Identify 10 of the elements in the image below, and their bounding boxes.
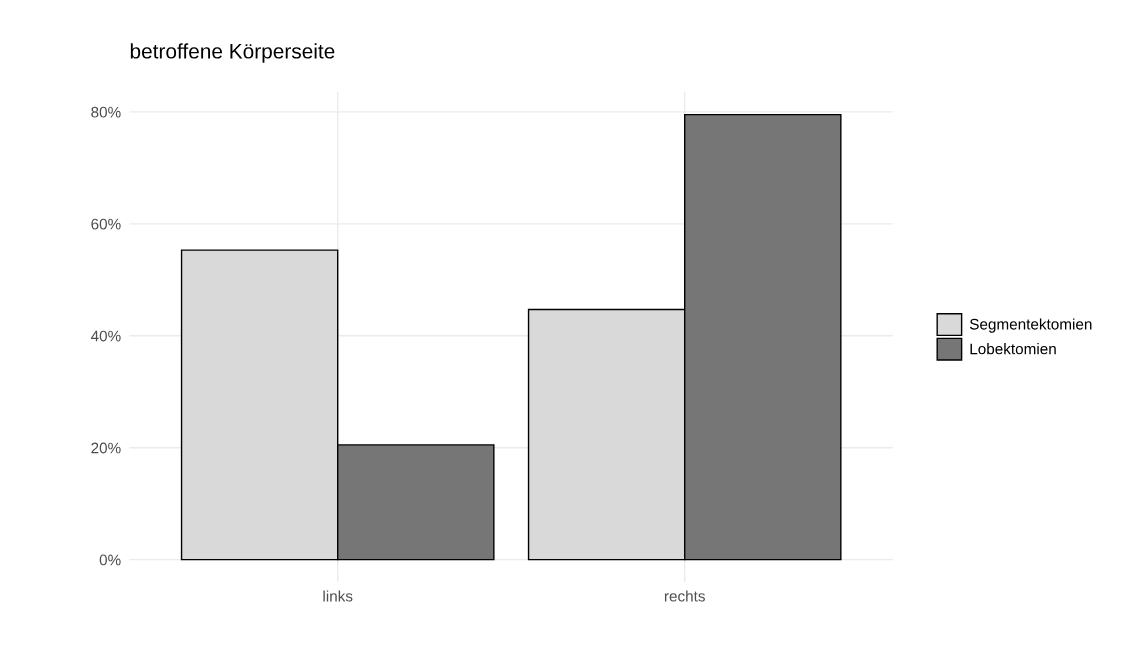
legend-label: Segmentektomien	[969, 318, 1092, 333]
legend-label: Lobektomien	[970, 343, 1056, 355]
x-tick-label: links	[323, 590, 353, 602]
y-tick-label: 40%	[90, 330, 121, 342]
x-tick-label: rechts	[664, 590, 705, 602]
y-tick-label: 80%	[91, 106, 121, 118]
y-tick-label: 0%	[99, 554, 121, 566]
chart-title: betroffene Körperseite	[130, 43, 335, 63]
y-tick-label: 20%	[91, 442, 121, 454]
y-tick-label: 60%	[91, 218, 121, 230]
